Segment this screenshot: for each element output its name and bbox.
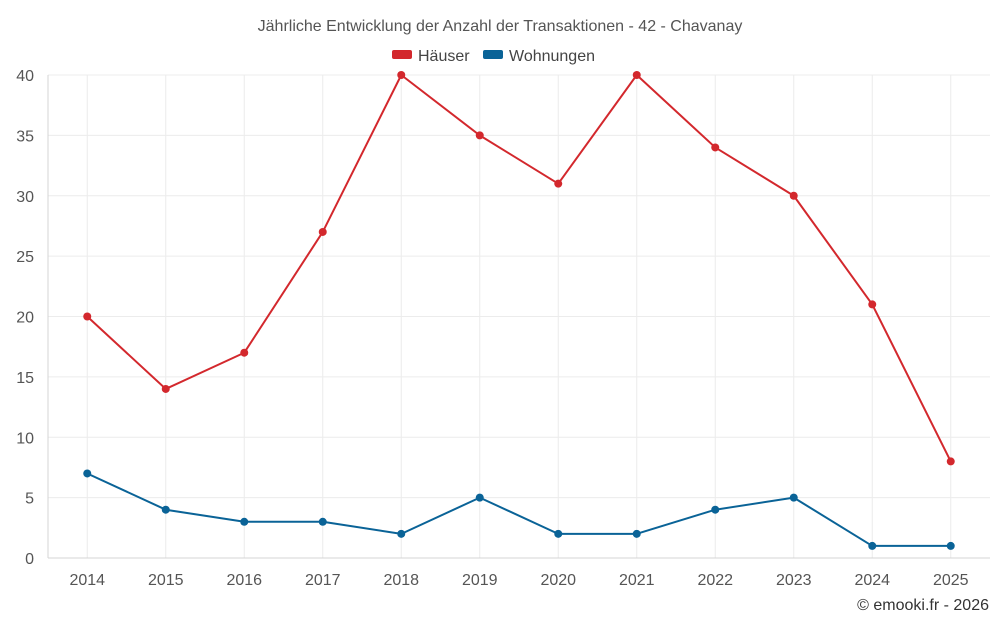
y-tick-label: 35	[16, 128, 34, 145]
grid	[47, 74, 990, 559]
credit-text: © emooki.fr - 2026	[857, 597, 989, 614]
y-tick-label: 30	[16, 189, 34, 206]
data-point[interactable]	[789, 191, 798, 200]
data-point[interactable]	[789, 493, 798, 502]
data-point[interactable]	[711, 505, 720, 514]
legend: Häuser Wohnungen	[392, 48, 595, 65]
x-tick-label: 2017	[305, 572, 341, 589]
series-line	[86, 74, 952, 462]
x-tick-label: 2018	[383, 572, 419, 589]
data-point[interactable]	[632, 529, 641, 538]
data-point[interactable]	[397, 529, 406, 538]
y-tick-label: 5	[25, 491, 34, 508]
x-tick-label: 2022	[697, 572, 733, 589]
data-point[interactable]	[83, 312, 92, 321]
legend-swatch-apartments	[483, 50, 503, 59]
x-tick-label: 2019	[462, 572, 498, 589]
y-axis-ticks: 0 5 10 15 20 25 30 35 40	[16, 68, 34, 568]
data-point[interactable]	[397, 71, 406, 79]
data-point[interactable]	[83, 469, 92, 478]
x-tick-label: 2023	[776, 572, 812, 589]
x-tick-label: 2024	[854, 572, 890, 589]
data-point[interactable]	[554, 529, 563, 538]
data-point[interactable]	[161, 505, 170, 514]
data-point[interactable]	[711, 143, 720, 152]
data-point[interactable]	[318, 517, 327, 526]
x-tick-label: 2014	[69, 572, 105, 589]
data-point[interactable]	[946, 457, 955, 466]
x-tick-label: 2021	[619, 572, 655, 589]
data-point[interactable]	[318, 227, 327, 236]
series-line	[86, 472, 951, 547]
data-point[interactable]	[161, 384, 170, 393]
legend-label-apartments: Wohnungen	[509, 48, 595, 65]
y-tick-label: 20	[16, 310, 34, 327]
legend-swatch-houses	[392, 50, 412, 59]
x-axis-ticks: 2014 2015 2016 2017 2018 2019 2020 2021 2022 2023…	[69, 572, 968, 589]
y-tick-label: 25	[16, 249, 34, 266]
data-point[interactable]	[946, 541, 955, 550]
data-point[interactable]	[475, 493, 484, 502]
y-tick-label: 40	[16, 68, 34, 85]
x-tick-label: 2020	[540, 572, 576, 589]
x-tick-label: 2015	[148, 572, 184, 589]
data-point[interactable]	[868, 541, 877, 550]
legend-item-houses[interactable]: Häuser	[392, 48, 470, 65]
data-point[interactable]	[554, 179, 563, 188]
x-tick-label: 2016	[226, 572, 262, 589]
y-tick-label: 10	[16, 430, 34, 447]
series-houses	[83, 71, 955, 466]
data-point[interactable]	[475, 131, 484, 140]
legend-label-houses: Häuser	[418, 48, 470, 65]
data-point[interactable]	[240, 517, 249, 526]
y-tick-label: 15	[16, 370, 34, 387]
data-point[interactable]	[868, 300, 877, 309]
series	[83, 71, 955, 550]
data-point[interactable]	[632, 71, 641, 79]
data-point[interactable]	[240, 348, 249, 357]
legend-item-apartments[interactable]: Wohnungen	[483, 48, 595, 65]
series-apartments	[83, 469, 955, 550]
chart-title: Jährliche Entwicklung der Anzahl der Tra…	[258, 18, 743, 35]
y-tick-label: 0	[25, 551, 34, 568]
x-tick-label: 2025	[933, 572, 969, 589]
